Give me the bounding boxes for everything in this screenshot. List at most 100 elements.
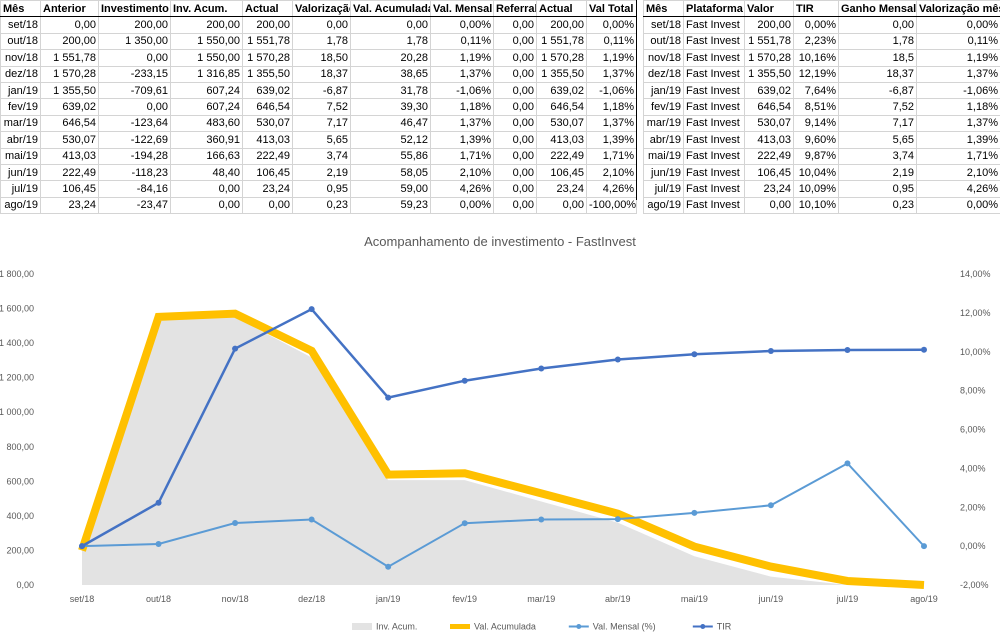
table-cell[interactable]: Fast Invest xyxy=(683,98,745,116)
table-cell[interactable]: abr/19 xyxy=(643,131,684,149)
table-cell[interactable]: 0,00 xyxy=(98,49,171,67)
column-header[interactable]: Valorização xyxy=(292,0,351,18)
table-cell[interactable]: 1,71% xyxy=(586,147,637,165)
table-cell[interactable]: 1,18% xyxy=(430,98,494,116)
table-cell[interactable]: -233,15 xyxy=(98,65,171,83)
table-cell[interactable]: 607,24 xyxy=(170,98,243,116)
table-cell[interactable]: 1 355,50 xyxy=(744,65,794,83)
table-cell[interactable]: 1,39% xyxy=(586,131,637,149)
data-point[interactable] xyxy=(385,394,392,401)
table-cell[interactable]: mar/19 xyxy=(643,114,684,133)
table-cell[interactable]: 3,74 xyxy=(838,147,917,165)
table-cell[interactable]: mai/19 xyxy=(643,147,684,165)
table-cell[interactable]: 222,49 xyxy=(242,147,293,165)
table-cell[interactable]: 20,28 xyxy=(350,49,431,67)
table-cell[interactable]: 2,23% xyxy=(793,32,839,51)
column-header[interactable]: Mês xyxy=(643,0,684,18)
table-cell[interactable]: 1 570,28 xyxy=(744,49,794,67)
data-point[interactable] xyxy=(921,346,927,353)
table-cell[interactable]: 413,03 xyxy=(40,147,99,165)
table-cell[interactable]: 38,65 xyxy=(350,65,431,83)
table-cell[interactable]: -6,87 xyxy=(838,81,917,100)
table-cell[interactable]: 0,00% xyxy=(916,16,1000,34)
table-cell[interactable]: 530,07 xyxy=(536,114,587,133)
table-cell[interactable]: 166,63 xyxy=(170,147,243,165)
table-cell[interactable]: 639,02 xyxy=(536,81,587,100)
table-cell[interactable]: 360,91 xyxy=(170,131,243,149)
data-point[interactable] xyxy=(79,543,85,550)
table-cell[interactable]: 5,65 xyxy=(838,131,917,149)
table-cell[interactable]: 1,37% xyxy=(430,65,494,83)
table-cell[interactable]: 413,03 xyxy=(536,131,587,149)
table-cell[interactable]: jan/19 xyxy=(643,81,684,100)
table-cell[interactable]: 1,71% xyxy=(916,147,1000,165)
data-point[interactable] xyxy=(767,502,774,509)
table-cell[interactable]: 18,37 xyxy=(292,65,351,83)
table-cell[interactable]: 483,60 xyxy=(170,114,243,133)
column-header[interactable]: Plataforma xyxy=(683,0,745,18)
table-cell[interactable]: jun/19 xyxy=(0,163,41,182)
table-cell[interactable]: -6,87 xyxy=(292,81,351,100)
table-cell[interactable]: 200,00 xyxy=(536,16,587,34)
table-cell[interactable]: 646,54 xyxy=(242,98,293,116)
data-point[interactable] xyxy=(461,520,468,527)
column-header[interactable]: Valorização mês xyxy=(916,0,1000,18)
table-cell[interactable]: 530,07 xyxy=(40,131,99,149)
table-cell[interactable]: 1 551,78 xyxy=(40,49,99,67)
table-cell[interactable]: jul/19 xyxy=(643,180,684,198)
table-cell[interactable]: 0,00% xyxy=(793,16,839,34)
table-cell[interactable]: 1,18% xyxy=(586,98,637,116)
table-cell[interactable]: 0,00 xyxy=(40,16,99,34)
table-cell[interactable]: 0,00 xyxy=(493,16,537,34)
table-cell[interactable]: 200,00 xyxy=(744,16,794,34)
table-cell[interactable]: abr/19 xyxy=(0,131,41,149)
table-cell[interactable]: 10,04% xyxy=(793,163,839,182)
table-cell[interactable]: 0,11% xyxy=(916,32,1000,51)
data-point[interactable] xyxy=(614,356,621,363)
table-cell[interactable]: 48,40 xyxy=(170,163,243,182)
table-cell[interactable]: 200,00 xyxy=(98,16,171,34)
table-cell[interactable]: 1,78 xyxy=(292,32,351,51)
data-point[interactable] xyxy=(461,377,468,384)
table-cell[interactable]: 0,00 xyxy=(493,163,537,182)
table-cell[interactable]: 7,52 xyxy=(838,98,917,116)
data-point[interactable] xyxy=(308,306,315,313)
table-cell[interactable]: nov/18 xyxy=(0,49,41,67)
table-cell[interactable]: 0,00 xyxy=(493,180,537,198)
table-cell[interactable]: set/18 xyxy=(0,16,41,34)
table-cell[interactable]: 0,00 xyxy=(493,65,537,83)
table-cell[interactable]: 10,16% xyxy=(793,49,839,67)
table-cell[interactable]: 3,74 xyxy=(292,147,351,165)
table-cell[interactable]: 1,39% xyxy=(916,131,1000,149)
table-cell[interactable]: 1,19% xyxy=(916,49,1000,67)
table-cell[interactable]: 10,09% xyxy=(793,180,839,198)
data-point[interactable] xyxy=(767,347,774,354)
table-cell[interactable]: 0,00% xyxy=(430,196,494,215)
table-cell[interactable]: 0,00% xyxy=(586,16,637,34)
table-cell[interactable]: Fast Invest xyxy=(683,49,745,67)
table-cell[interactable]: 0,00% xyxy=(430,16,494,34)
series-line-tir[interactable] xyxy=(81,307,925,548)
data-point[interactable] xyxy=(308,516,315,523)
data-point[interactable] xyxy=(155,499,162,506)
table-cell[interactable]: Fast Invest xyxy=(683,16,745,34)
table-cell[interactable]: 23,24 xyxy=(242,180,293,198)
table-cell[interactable]: -122,69 xyxy=(98,131,171,149)
data-point[interactable] xyxy=(691,509,698,516)
column-header[interactable]: Referral xyxy=(493,0,537,18)
series-line-val-mensal[interactable] xyxy=(81,462,925,568)
table-cell[interactable]: 0,00 xyxy=(536,196,587,215)
table-cell[interactable]: 23,24 xyxy=(744,180,794,198)
table-cell[interactable]: ago/19 xyxy=(643,196,684,215)
table-cell[interactable]: 23,24 xyxy=(536,180,587,198)
table-cell[interactable]: -84,16 xyxy=(98,180,171,198)
table-cell[interactable]: 0,00 xyxy=(493,49,537,67)
table-cell[interactable]: 1,78 xyxy=(350,32,431,51)
table-cell[interactable]: 0,00% xyxy=(916,196,1000,215)
table-cell[interactable]: 9,14% xyxy=(793,114,839,133)
column-header[interactable]: Ganho Mensal xyxy=(838,0,917,18)
table-cell[interactable]: Fast Invest xyxy=(683,196,745,215)
table-cell[interactable]: 0,00 xyxy=(493,114,537,133)
table-cell[interactable]: 1 551,78 xyxy=(744,32,794,51)
table-cell[interactable]: 0,00 xyxy=(242,196,293,215)
